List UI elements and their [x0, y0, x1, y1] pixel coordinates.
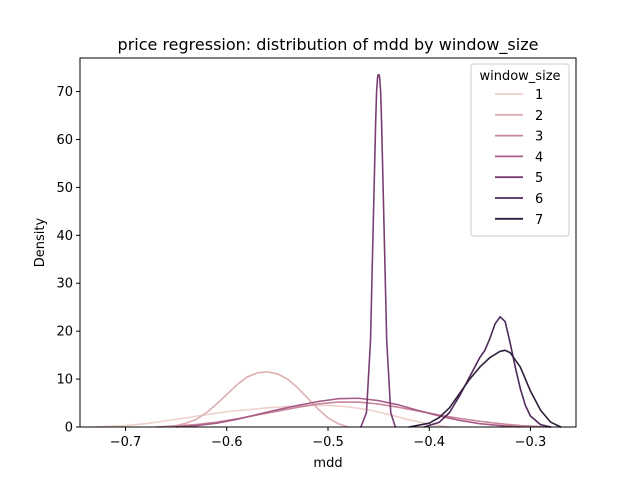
- series-line-5: [360, 73, 397, 428]
- series-line-1: [94, 404, 451, 428]
- y-tick-label: 30: [56, 277, 73, 292]
- legend-label-5: 5: [535, 171, 543, 186]
- legend-label-2: 2: [535, 109, 543, 124]
- series-line-7: [408, 349, 562, 428]
- y-tick-label: 70: [56, 85, 73, 100]
- legend-title: window_size: [479, 69, 560, 84]
- y-tick-label: 0: [65, 421, 73, 436]
- y-tick-label: 20: [56, 325, 73, 340]
- legend-label-4: 4: [535, 150, 543, 165]
- x-tick-label: −0.4: [413, 435, 445, 450]
- legend: window_size 1 2 3 4 5 6 7: [470, 63, 570, 237]
- x-tick-label: −0.7: [110, 435, 142, 450]
- x-axis-title: mdd: [313, 456, 342, 471]
- series-line-4: [175, 397, 522, 428]
- y-axis-title: Density: [33, 217, 48, 267]
- plot-area: [94, 73, 562, 428]
- series-line-2: [160, 371, 350, 428]
- y-tick-label: 10: [56, 373, 73, 388]
- legend-label-1: 1: [535, 88, 543, 103]
- x-axis: −0.7 −0.6 −0.5 −0.4 −0.3: [110, 427, 546, 450]
- y-tick-label: 40: [56, 229, 73, 244]
- x-tick-label: −0.3: [515, 435, 547, 450]
- x-tick-label: −0.6: [211, 435, 243, 450]
- plot-frame: [79, 57, 577, 428]
- legend-label-3: 3: [535, 130, 543, 145]
- legend-label-7: 7: [535, 213, 543, 228]
- series-line-6: [423, 315, 552, 428]
- chart-title: price regression: distribution of mdd by…: [118, 35, 539, 55]
- y-tick-label: 50: [56, 181, 73, 196]
- y-tick-label: 60: [56, 133, 73, 148]
- y-axis: 0 10 20 30 40 50 60 70: [56, 85, 80, 436]
- x-tick-label: −0.5: [312, 435, 344, 450]
- legend-label-6: 6: [535, 192, 543, 207]
- legend-box: [470, 63, 570, 237]
